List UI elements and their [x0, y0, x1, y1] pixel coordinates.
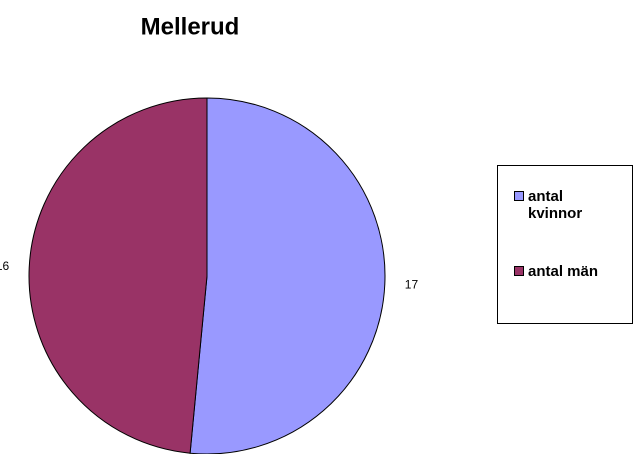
- legend-swatch: [514, 266, 524, 276]
- legend-swatch: [514, 191, 524, 201]
- chart-title: Mellerud: [141, 13, 240, 40]
- legend-item: antal män: [514, 263, 635, 280]
- data-label: 17: [405, 278, 419, 292]
- legend-item: antal kvinnor: [514, 188, 635, 222]
- pie-slice: [28, 97, 208, 454]
- pie-slice: [189, 97, 386, 454]
- legend: antal kvinnor antal män: [497, 165, 633, 324]
- data-label: 16: [0, 259, 10, 273]
- legend-label: antal män: [528, 263, 599, 280]
- legend-label: antal kvinnor: [528, 188, 583, 222]
